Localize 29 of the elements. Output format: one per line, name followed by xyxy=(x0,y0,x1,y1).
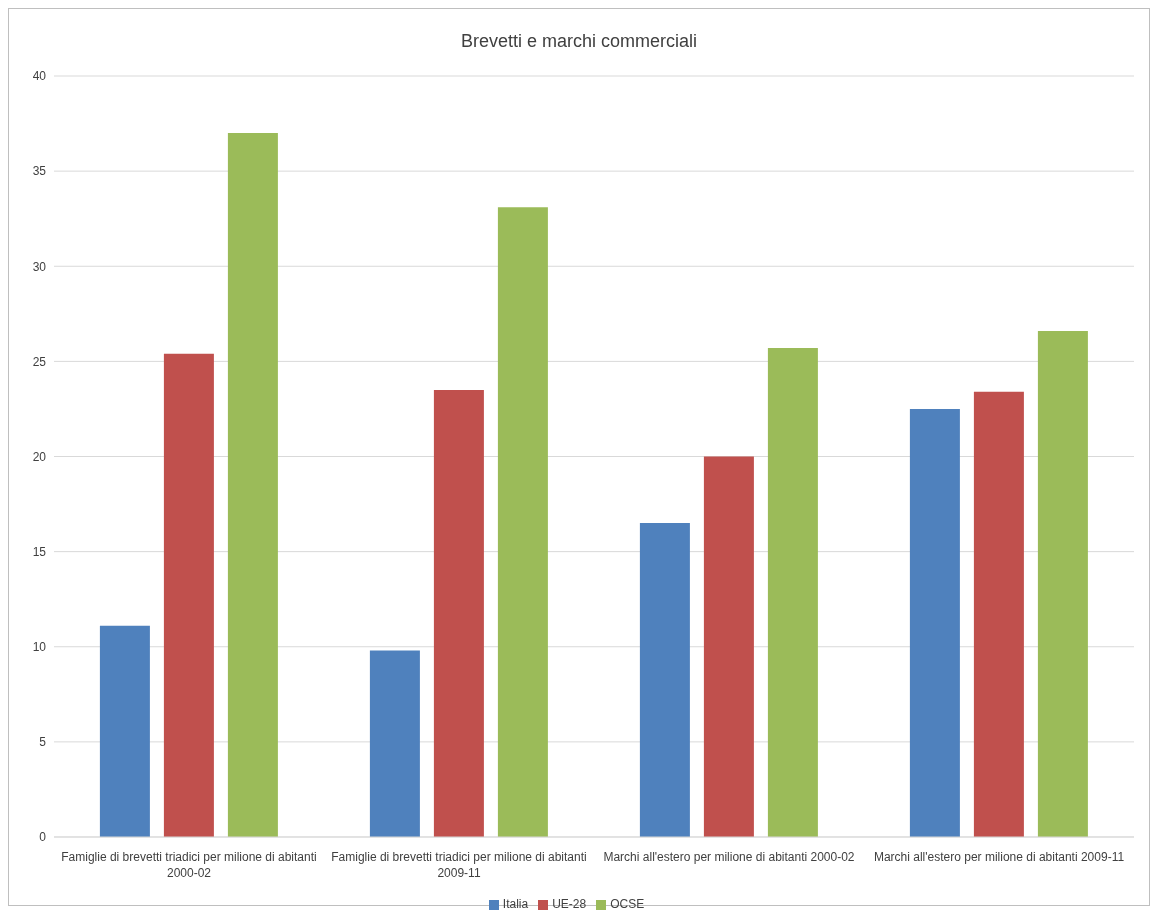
bar xyxy=(163,353,214,837)
bar xyxy=(369,650,420,837)
chart-title: Brevetti e marchi commerciali xyxy=(459,30,699,53)
y-tick-label: 10 xyxy=(32,640,47,655)
y-tick-label: 20 xyxy=(32,449,47,464)
y-tick-label: 0 xyxy=(39,830,47,845)
legend-label: UE-28 xyxy=(552,897,587,911)
bar xyxy=(1037,330,1088,837)
bar xyxy=(639,523,690,837)
bar xyxy=(227,133,278,837)
bar xyxy=(433,389,484,837)
bar xyxy=(973,391,1024,837)
y-tick-label: 35 xyxy=(32,164,47,179)
x-tick-label: Famiglie di brevetti triadici per milione di abitanti 2000-02 xyxy=(60,849,318,881)
y-tick-label: 40 xyxy=(32,69,47,84)
x-tick-label: Marchi all'estero per milione di abitanti 2000-02 xyxy=(602,849,856,865)
bar xyxy=(99,625,150,837)
y-tick-label: 5 xyxy=(39,735,47,750)
bar xyxy=(497,207,548,837)
legend-label: Italia xyxy=(502,897,529,911)
bar xyxy=(909,408,960,837)
bar xyxy=(767,348,818,837)
x-tick-label: Famiglie di brevetti triadici per milione di abitanti 2009-11 xyxy=(330,849,588,881)
y-tick-label: 15 xyxy=(32,544,47,559)
x-tick-label: Marchi all'estero per milione di abitanti 2009-11 xyxy=(872,849,1126,865)
bar xyxy=(703,456,754,837)
y-tick-label: 25 xyxy=(32,354,47,369)
legend-label: OCSE xyxy=(610,897,645,911)
y-tick-label: 30 xyxy=(32,259,47,274)
